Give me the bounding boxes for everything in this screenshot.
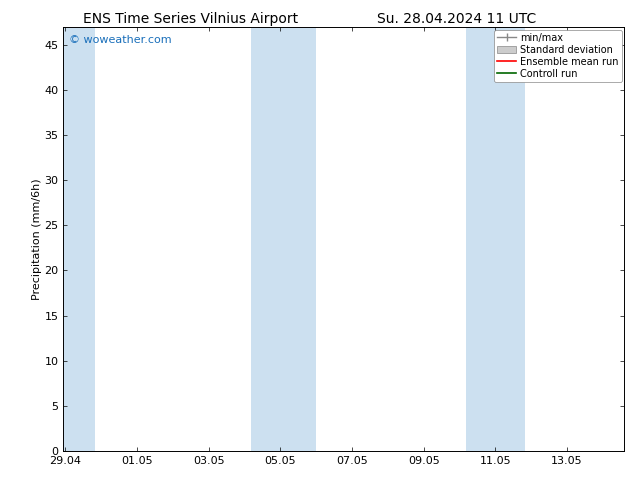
Bar (250, 27, 316, 451)
Text: ENS Time Series Vilnius Airport: ENS Time Series Vilnius Airport (82, 12, 298, 26)
Bar (63, 27, 95, 451)
Bar (465, 27, 525, 451)
Legend: min/max, Standard deviation, Ensemble mean run, Controll run: min/max, Standard deviation, Ensemble me… (494, 30, 621, 81)
Text: Su. 28.04.2024 11 UTC: Su. 28.04.2024 11 UTC (377, 12, 536, 26)
Text: © woweather.com: © woweather.com (69, 35, 172, 46)
Y-axis label: Precipitation (mm/6h): Precipitation (mm/6h) (32, 178, 42, 300)
